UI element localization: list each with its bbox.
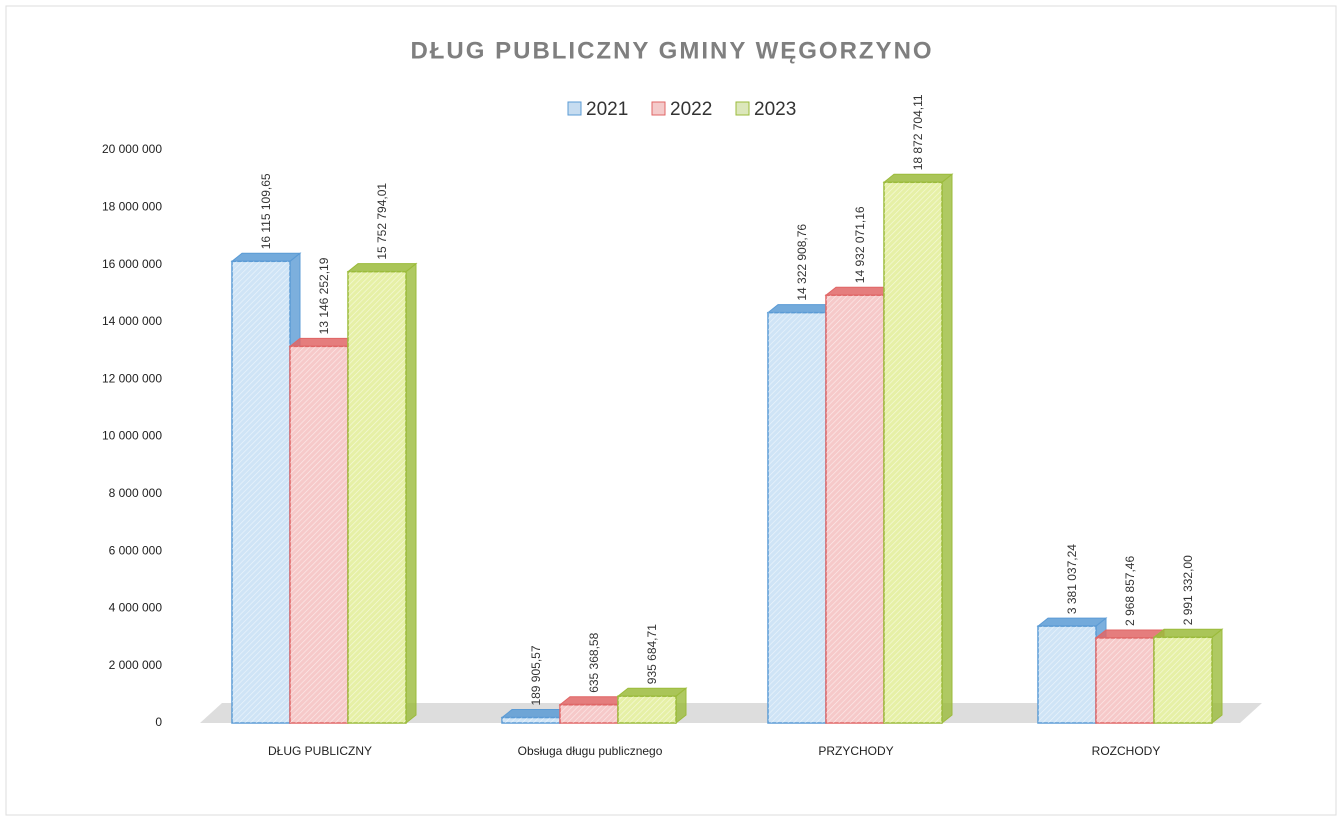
- value-label: 189 905,57: [529, 645, 543, 705]
- floor: [200, 703, 1262, 723]
- legend-swatch: [651, 101, 666, 116]
- value-label: 13 146 252,19: [317, 257, 331, 334]
- bar-side: [405, 262, 417, 725]
- bar-top: [1152, 628, 1224, 638]
- x-tick-label: PRZYCHODY: [818, 744, 893, 758]
- bar-hatch: [232, 261, 290, 723]
- legend-swatch: [735, 101, 750, 116]
- y-tick-label: 10 000 000: [102, 429, 162, 443]
- y-tick-label: 20 000 000: [102, 142, 162, 156]
- x-tick-label: DŁUG PUBLICZNY: [268, 744, 372, 758]
- legend-label: 2023: [754, 99, 796, 120]
- y-tick-label: 14 000 000: [102, 314, 162, 328]
- y-tick-label: 18 000 000: [102, 199, 162, 213]
- bar-hatch: [618, 696, 676, 723]
- legend-label: 2021: [586, 99, 628, 120]
- bar-hatch: [826, 295, 884, 723]
- bar-side: [1211, 628, 1223, 725]
- bar-hatch: [1038, 626, 1096, 723]
- value-label: 14 932 071,16: [853, 206, 867, 283]
- value-label: 15 752 794,01: [375, 183, 389, 260]
- bar-hatch: [884, 182, 942, 724]
- bar-hatch: [1154, 637, 1212, 723]
- legend-swatch: [567, 101, 582, 116]
- bar-top: [230, 252, 302, 262]
- bar-side: [941, 173, 953, 725]
- y-tick-label: 8 000 000: [109, 486, 163, 500]
- legend-label: 2022: [670, 99, 712, 120]
- y-tick-label: 0: [155, 715, 162, 729]
- value-label: 2 968 857,46: [1123, 556, 1137, 626]
- bar-top: [616, 687, 688, 697]
- bar-hatch: [290, 346, 348, 723]
- y-tick-label: 2 000 000: [109, 658, 163, 672]
- bar-hatch: [348, 271, 406, 723]
- bar-hatch: [502, 717, 560, 723]
- bar-hatch: [560, 704, 618, 723]
- x-tick-label: Obsługa długu publicznego: [518, 744, 663, 758]
- value-label: 635 368,58: [587, 632, 601, 692]
- bar-top: [346, 263, 418, 273]
- value-label: 14 322 908,76: [795, 224, 809, 301]
- value-label: 2 991 332,00: [1181, 555, 1195, 625]
- y-tick-label: 16 000 000: [102, 257, 162, 271]
- bar-top: [882, 173, 954, 183]
- x-tick-label: ROZCHODY: [1092, 744, 1161, 758]
- chart-title: DŁUG PUBLICZNY GMINY WĘGORZYNO: [410, 37, 933, 64]
- y-tick-label: 4 000 000: [109, 601, 163, 615]
- bar-top: [1036, 617, 1108, 627]
- value-label: 18 872 704,11: [911, 94, 925, 170]
- y-tick-label: 6 000 000: [109, 543, 163, 557]
- value-label: 16 115 109,65: [259, 173, 273, 249]
- value-label: 935 684,71: [645, 624, 659, 684]
- bar-hatch: [768, 312, 826, 723]
- value-label: 3 381 037,24: [1065, 544, 1079, 614]
- y-tick-label: 12 000 000: [102, 371, 162, 385]
- bar-hatch: [1096, 637, 1154, 723]
